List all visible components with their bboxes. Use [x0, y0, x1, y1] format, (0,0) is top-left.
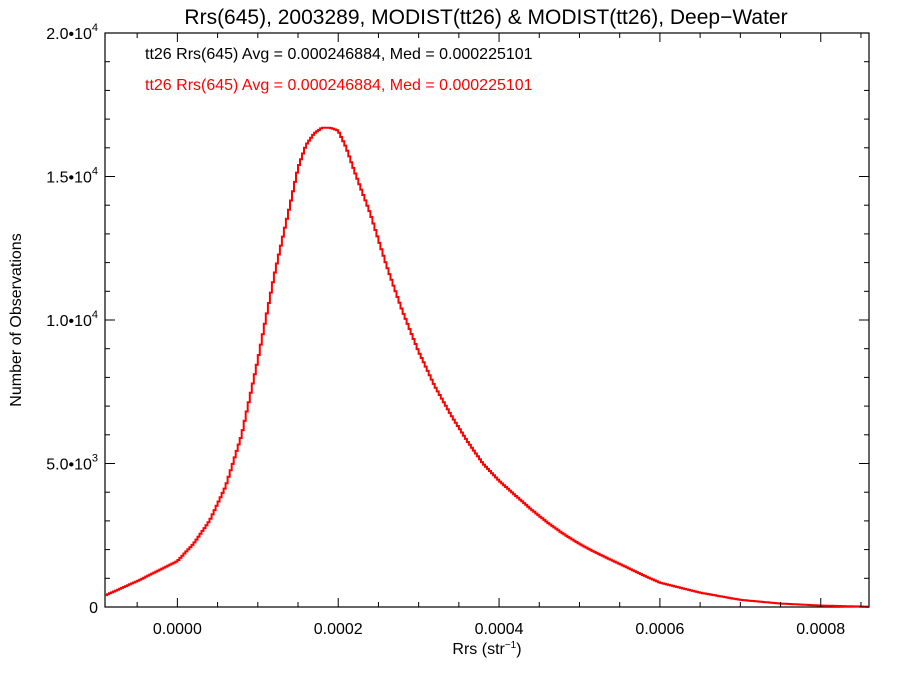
y-tick-label: 5.0•103 [46, 453, 98, 474]
x-axis-label-tail: ) [516, 641, 521, 658]
x-axis-label-main: Rrs (str [452, 641, 505, 658]
x-tick-label: 0.0008 [796, 621, 845, 638]
y-tick-label: 0 [89, 600, 98, 617]
plot-frame [104, 32, 870, 608]
chart-title: Rrs(645), 2003289, MODIST(tt26) & MODIST… [184, 6, 787, 29]
annotation-black: tt26 Rrs(645) Avg = 0.000246884, Med = 0… [145, 46, 533, 63]
x-tick-label: 0.0000 [153, 621, 202, 638]
x-tick-label: 0.0004 [475, 621, 524, 638]
x-tick-label: 0.0006 [635, 621, 684, 638]
series-line-0 [105, 126, 869, 608]
y-tick-label: 1.5•104 [46, 166, 98, 187]
y-axis-label: Number of Observations [8, 233, 25, 406]
y-tick-label: 1.0•104 [46, 309, 98, 330]
series-layer [105, 126, 869, 608]
x-axis: 0.0000 0.0002 0.0004 0.0006 0.0008 [136, 33, 862, 638]
y-axis: 0 5.0•103 1.0•104 1.5•104 2.0•104 [46, 22, 869, 617]
x-axis-label-sup: −1 [505, 640, 517, 651]
y-tick-label: 2.0•104 [46, 22, 98, 43]
annotation-red: tt26 Rrs(645) Avg = 0.000246884, Med = 0… [145, 77, 533, 94]
x-axis-label: Rrs (str−1) [452, 640, 521, 658]
x-tick-label: 0.0002 [314, 621, 363, 638]
